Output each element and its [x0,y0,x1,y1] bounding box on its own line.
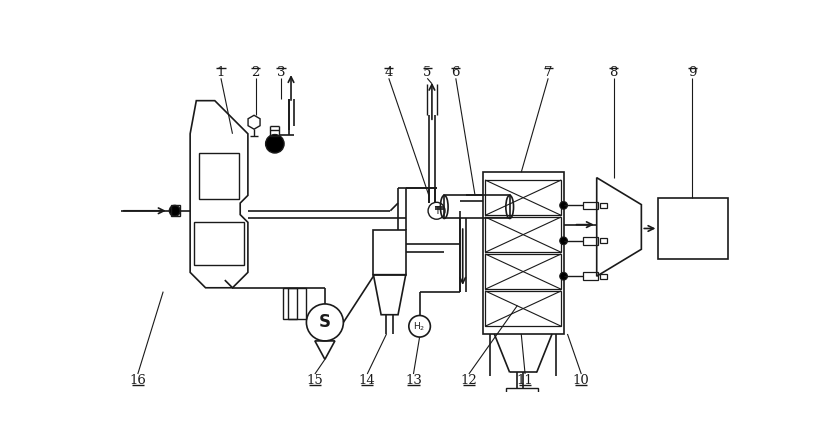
Bar [510,399,532,406]
Text: 5: 5 [423,66,432,78]
Bar [485,291,562,326]
Circle shape [560,202,567,209]
Bar [583,202,598,209]
Text: 7: 7 [544,66,552,78]
Circle shape [265,135,284,153]
Bar [485,254,562,289]
Bar [374,230,406,275]
Text: S: S [319,314,331,332]
Circle shape [560,237,567,245]
Bar [283,288,306,318]
Text: 12: 12 [461,374,477,387]
Bar [199,153,240,199]
Bar [270,130,280,136]
Bar [288,288,297,318]
Text: 1: 1 [217,66,225,78]
Text: 9: 9 [688,66,696,78]
Bar [583,273,598,280]
Text: 16: 16 [129,374,146,387]
Text: 8: 8 [609,66,618,78]
Bar [600,203,608,208]
Bar [485,217,562,252]
Text: T: T [433,206,439,216]
Text: 4: 4 [385,66,393,78]
Bar [444,195,509,218]
Text: 14: 14 [359,374,375,387]
Bar [171,206,180,216]
Bar [583,237,598,245]
Bar [658,198,728,259]
Text: 11: 11 [517,374,533,387]
Bar [194,222,244,265]
Bar [485,180,562,215]
Text: 15: 15 [307,374,323,387]
Bar [600,274,608,279]
Circle shape [170,206,180,216]
Text: 6: 6 [452,66,460,78]
Text: 13: 13 [405,374,422,387]
Bar [600,239,608,243]
Bar [483,172,563,334]
Bar [506,388,538,399]
Text: $\mathrm{H_2}$: $\mathrm{H_2}$ [414,320,426,333]
Text: 3: 3 [277,66,285,78]
Text: 10: 10 [573,374,590,387]
Circle shape [560,273,567,280]
Text: 2: 2 [251,66,260,78]
